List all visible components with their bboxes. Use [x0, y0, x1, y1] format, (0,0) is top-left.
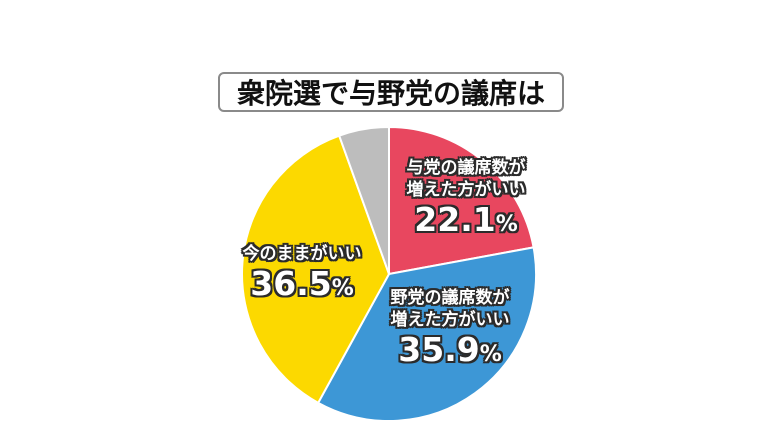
slice-label-line: 今のままがいい — [242, 244, 362, 264]
chart-title-box: 衆院選で与野党の議席は — [218, 72, 564, 112]
slice-label-line: 野党の議席数が — [390, 288, 510, 308]
slice-label-line: 与党の議席数が — [406, 158, 526, 178]
slice-percent: 36.5% — [250, 264, 354, 303]
slice-percent: 22.1% — [414, 200, 518, 239]
slice-label-status-quo: 今のままがいい 36.5% — [232, 243, 372, 308]
slice-label-opposition-party: 野党の議席数が 増えた方がいい 35.9% — [380, 287, 520, 374]
slice-percent: 35.9% — [398, 330, 502, 369]
pie-slice-0 — [388, 125, 535, 276]
chart-title: 衆院選で与野党の議席は — [236, 77, 545, 110]
pie-slice-1 — [316, 246, 537, 422]
slice-label-line: 増えた方がいい — [390, 310, 510, 330]
slice-label-line: 増えた方がいい — [406, 180, 526, 200]
pie-slice-2 — [241, 134, 391, 405]
pie-slice-3 — [337, 125, 390, 275]
slice-label-ruling-party: 与党の議席数が 増えた方がいい 22.1% — [396, 157, 536, 244]
